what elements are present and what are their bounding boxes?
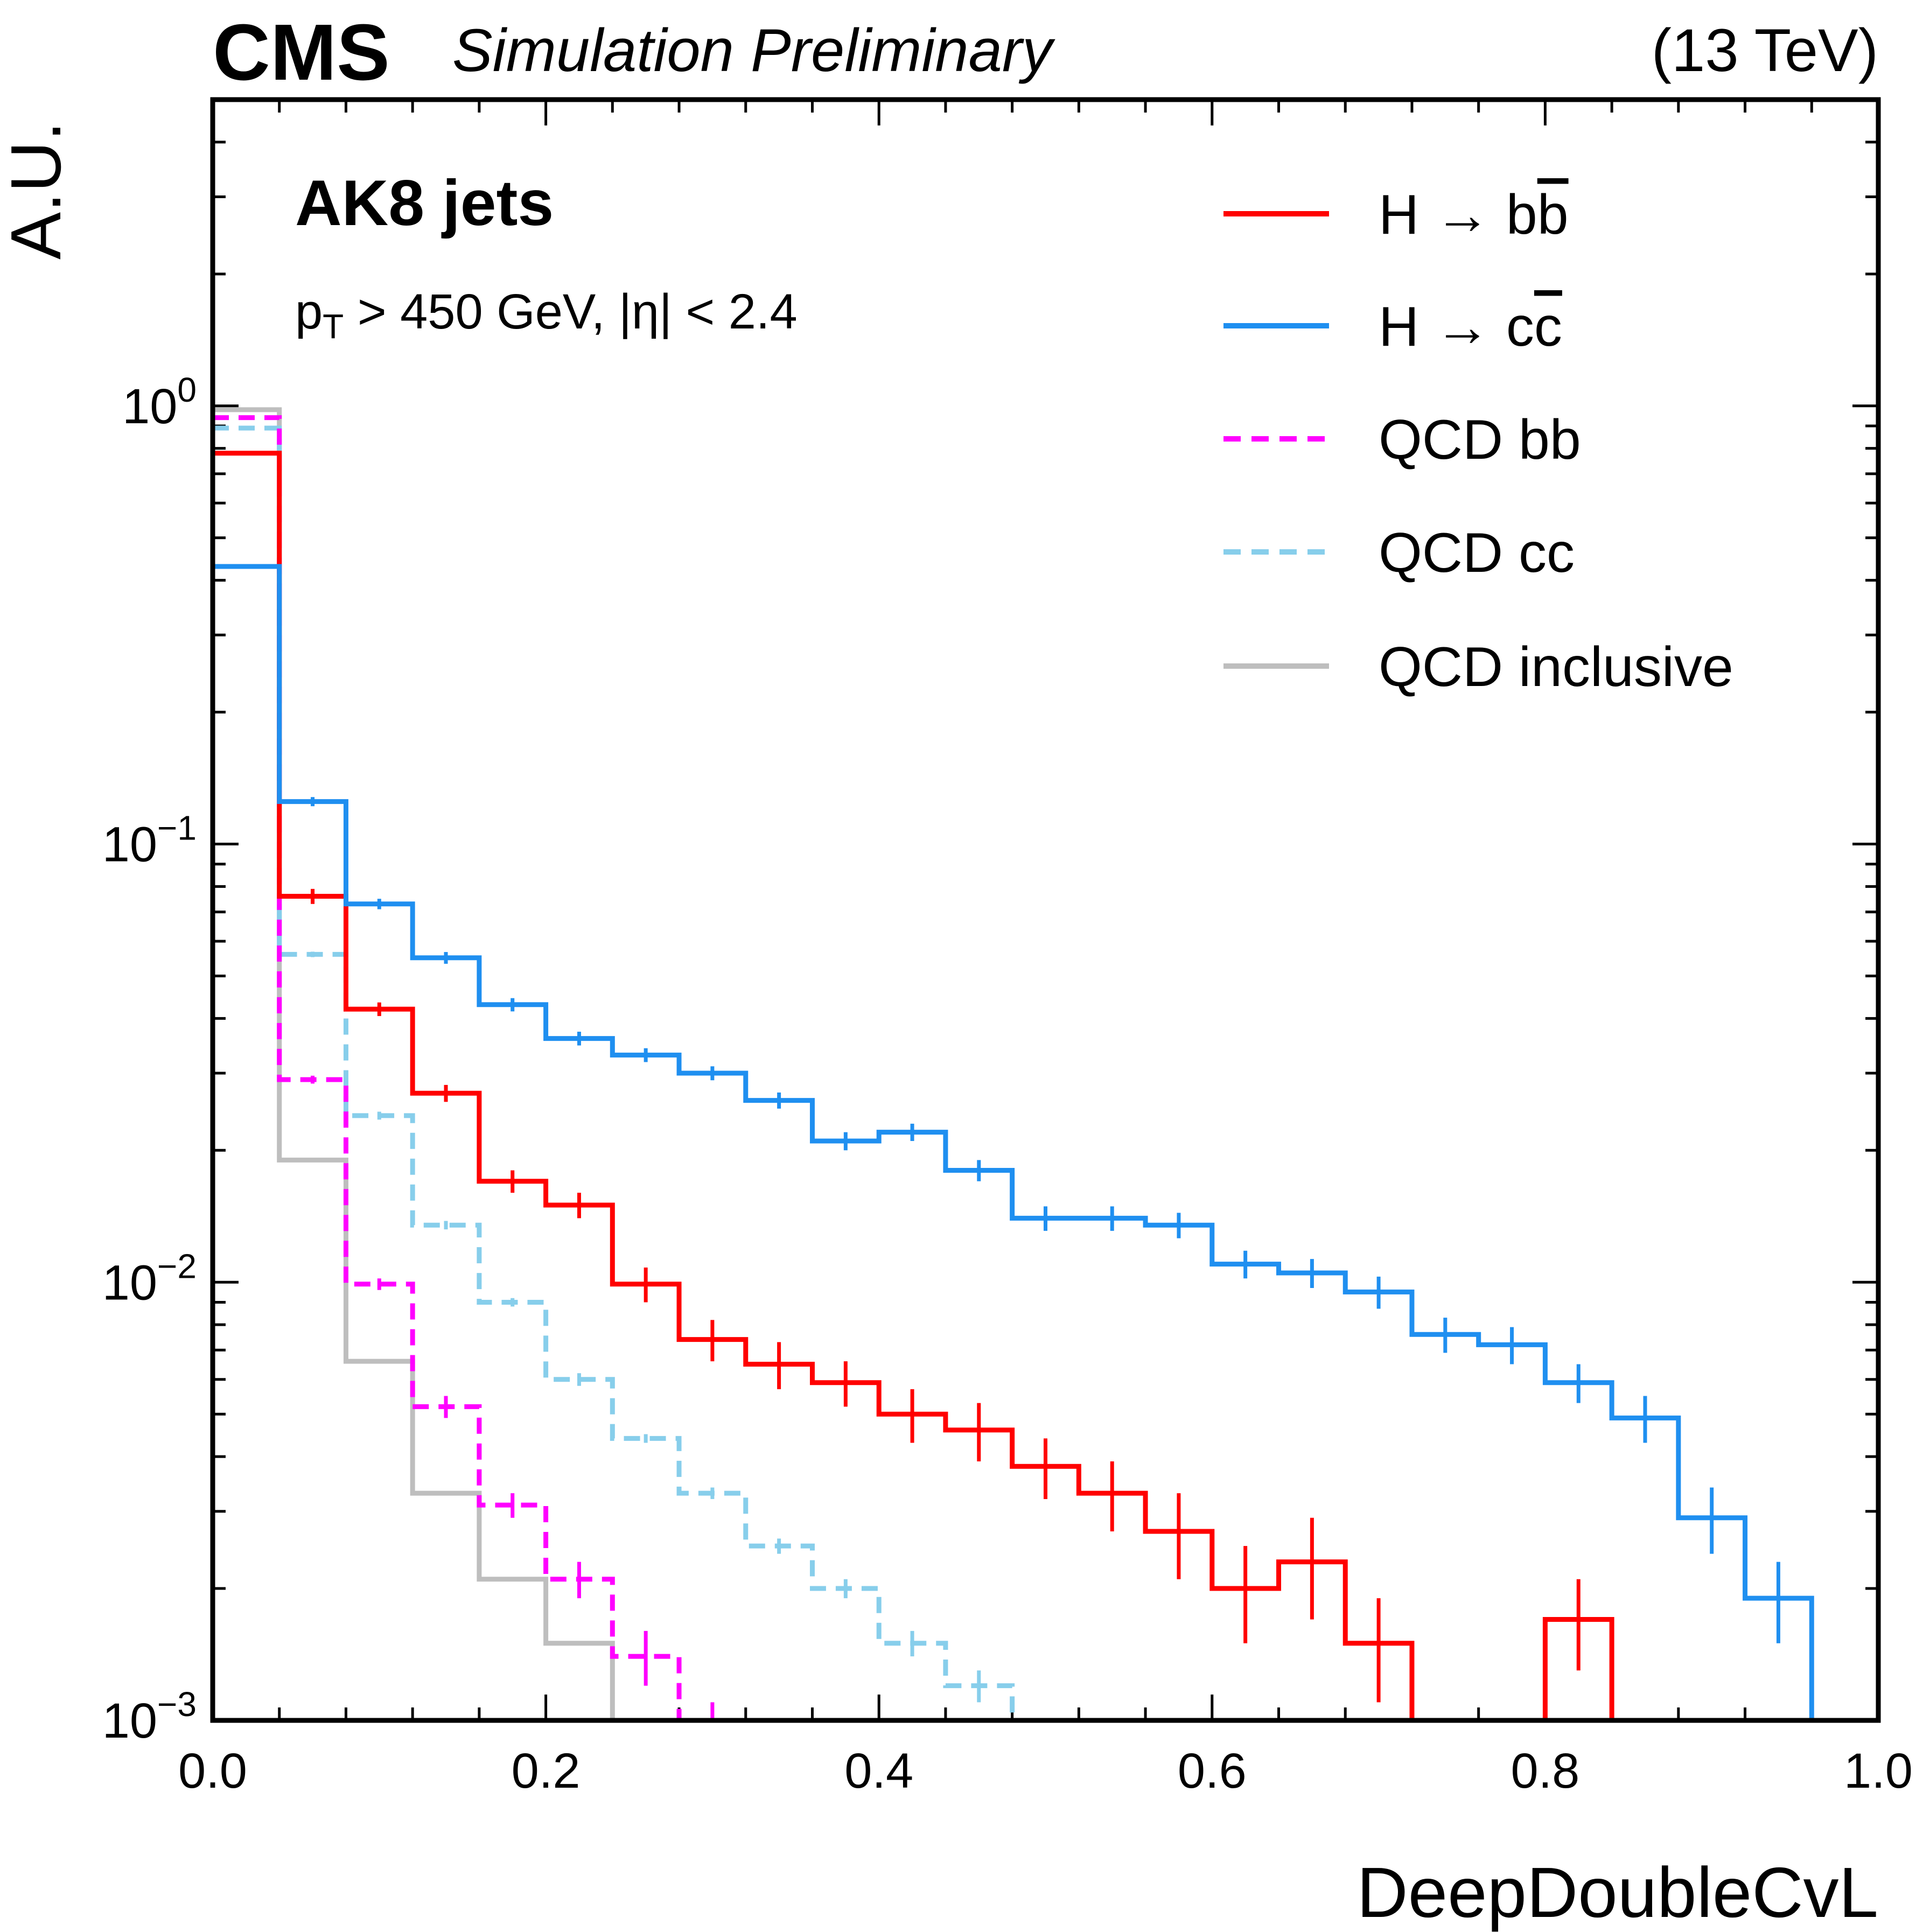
y-tick-label: 10−2 [102, 1247, 197, 1310]
series-1 [213, 564, 1878, 1723]
energy-label: (13 TeV) [1652, 17, 1878, 84]
legend: H → bb H → cc QCD bb QCD cc QCD inclusive [1223, 184, 1733, 698]
y-tick-label: 10−3 [102, 1685, 197, 1748]
x-tick-label: 0.4 [844, 1744, 913, 1798]
y-tick-label: 100 [122, 370, 197, 434]
x-tick-label: 0.2 [512, 1744, 581, 1798]
cut-rest: > 450 GeV, |η| < 2.4 [344, 284, 797, 339]
series-2 [213, 415, 813, 1723]
cuts-annotation: pT > 450 GeV, |η| < 2.4 [295, 284, 798, 346]
legend-label: H → cc [1379, 296, 1562, 358]
series-line [213, 407, 680, 1723]
series-4 [213, 407, 680, 1723]
series-line [213, 415, 813, 1723]
series-line [213, 425, 1079, 1723]
experiment-label: CMS [213, 8, 390, 97]
x-tick-label: 0.8 [1511, 1744, 1579, 1798]
status-label: Simulation Preliminary [452, 17, 1055, 84]
legend-label: QCD cc [1379, 522, 1575, 584]
x-tick-label: 1.0 [1844, 1744, 1913, 1798]
legend-label: H → bb [1379, 184, 1569, 246]
series-line [213, 564, 1878, 1723]
x-tick-label: 0.0 [178, 1744, 247, 1798]
series-3 [213, 425, 1079, 1723]
series-0 [213, 451, 1614, 1720]
cut-pt: p [295, 284, 323, 339]
tick-labels: 0.0 0.2 0.4 0.6 0.8 1.0 100 10−1 10−2 10−3 [102, 370, 1913, 1798]
y-axis-title: A.U. [0, 121, 75, 260]
legend-label: QCD inclusive [1379, 636, 1733, 698]
cut-pt-sub: T [323, 307, 344, 346]
plot-frame [210, 97, 1881, 1723]
legend-label: QCD bb [1379, 409, 1581, 471]
jets-annotation: AK8 jets [295, 167, 554, 239]
y-tick-label: 10−1 [102, 809, 197, 872]
series-layer [213, 407, 1878, 1723]
x-axis-title: DeepDoubleCvL [1356, 1853, 1878, 1932]
x-tick-label: 0.6 [1178, 1744, 1247, 1798]
